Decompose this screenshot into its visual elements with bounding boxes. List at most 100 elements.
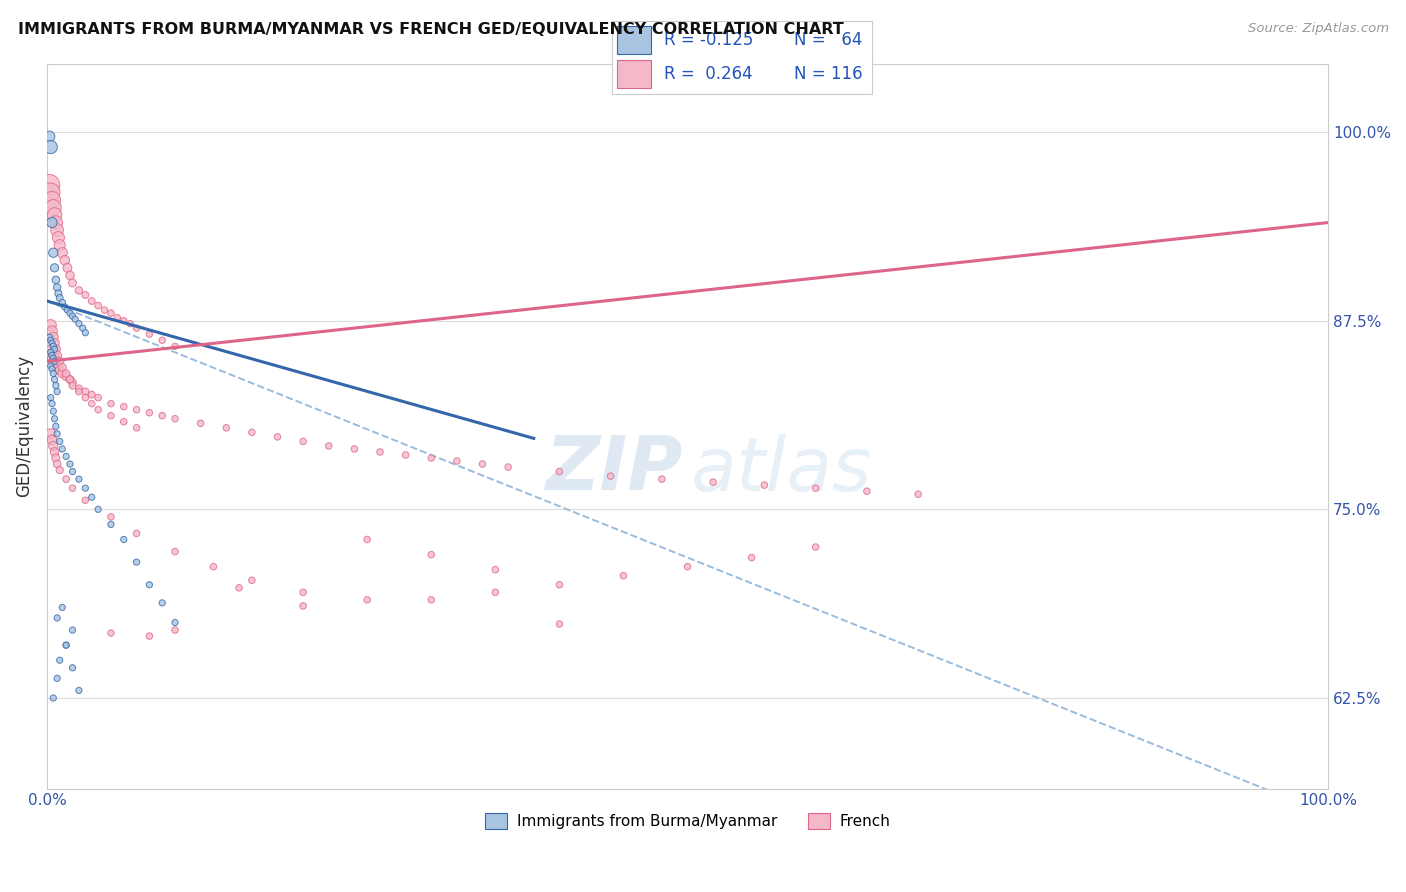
Point [62,309,84,323]
Point [46,348,69,362]
Bar [617,27,651,54]
Text: Source: ZipAtlas.com: Source: ZipAtlas.com [1249,22,1389,36]
Point [62,623,84,637]
Point [120,317,142,331]
Point [38,330,60,344]
Point [42,439,65,453]
Point [496,460,519,475]
Point [39,391,62,405]
Point [240,425,263,440]
Text: atlas: atlas [692,434,873,506]
Point [62,465,84,479]
Point [48,653,70,667]
Point [48,286,70,301]
Point [75,384,97,399]
Point [125,321,148,335]
Text: N = 116: N = 116 [793,65,862,83]
Point [48,291,70,305]
Point [62,378,84,392]
Point [41,193,63,207]
Point [42,404,65,418]
Point [292,599,315,613]
Point [804,540,827,554]
Point [46,611,69,625]
Point [228,581,250,595]
Point [45,215,67,229]
Point [59,306,82,320]
Point [46,426,69,441]
Point [163,544,186,558]
Point [46,384,69,399]
Point [80,293,103,308]
Point [51,442,73,456]
Point [395,448,418,462]
Point [125,555,148,569]
Point [138,327,160,342]
Point [39,333,62,347]
Point [41,397,63,411]
Y-axis label: GED/Equivalency: GED/Equivalency [15,355,32,498]
Point [45,358,67,372]
Point [100,306,122,320]
Point [80,490,103,504]
Point [53,300,76,314]
Point [100,517,122,532]
Point [44,354,66,368]
Point [100,397,122,411]
Point [59,372,82,386]
Point [93,303,115,318]
Point [105,310,128,325]
Text: ZIP: ZIP [547,434,683,507]
Point [59,268,82,283]
Point [163,623,186,637]
Point [87,502,110,516]
Point [41,433,63,447]
Point [39,318,62,333]
Point [44,372,66,386]
Point [202,559,225,574]
Point [240,573,263,587]
Point [51,245,73,260]
Text: N =   64: N = 64 [793,31,862,49]
Point [163,411,186,425]
Point [446,454,468,468]
Legend: Immigrants from Burma/Myanmar, French: Immigrants from Burma/Myanmar, French [478,807,897,835]
Point [51,600,73,615]
Point [125,402,148,417]
Point [44,445,66,459]
Point [42,201,65,215]
Point [48,363,70,377]
Point [548,465,571,479]
Point [44,411,66,425]
Point [150,596,173,610]
Point [75,481,97,495]
Point [676,559,699,574]
Point [59,372,82,386]
Point [55,638,77,652]
Point [45,378,67,392]
Point [215,421,238,435]
Point [62,276,84,290]
Point [39,426,62,441]
Point [702,475,724,490]
Bar [617,60,651,87]
Point [44,343,66,357]
Point [44,208,66,222]
Point [42,351,65,366]
Point [51,295,73,310]
Point [75,391,97,405]
Point [67,317,90,331]
Point [41,215,63,229]
Point [55,369,77,384]
Point [75,288,97,302]
Point [55,638,77,652]
Point [72,321,94,335]
Text: R = -0.125: R = -0.125 [664,31,754,49]
Point [51,367,73,381]
Point [39,345,62,359]
Point [63,312,86,326]
Point [80,397,103,411]
Point [112,313,135,327]
Point [56,303,79,318]
Point [42,330,65,344]
